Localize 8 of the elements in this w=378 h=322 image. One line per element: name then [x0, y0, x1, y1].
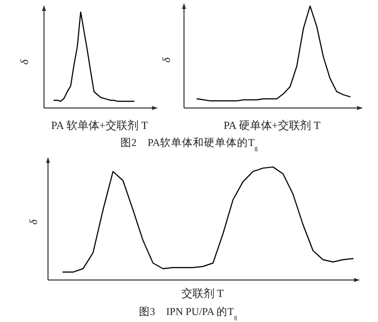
y-axis-title: δ [161, 56, 173, 63]
y-axis-title: δ [19, 58, 31, 65]
x-axis-title: PA 硬单体+交联剂 T [224, 119, 321, 132]
caption: 图2 PA软单体和硬单体的T$_{g}$ [120, 136, 258, 152]
y-axis-title: δ [28, 218, 40, 225]
x-axis-title: 交联剂 T [181, 287, 224, 300]
x-axis-title: PA 软单体+交联剂 T [51, 119, 148, 132]
caption: 图3 IPN PU/PA 的T$_{g}$ [138, 306, 238, 320]
